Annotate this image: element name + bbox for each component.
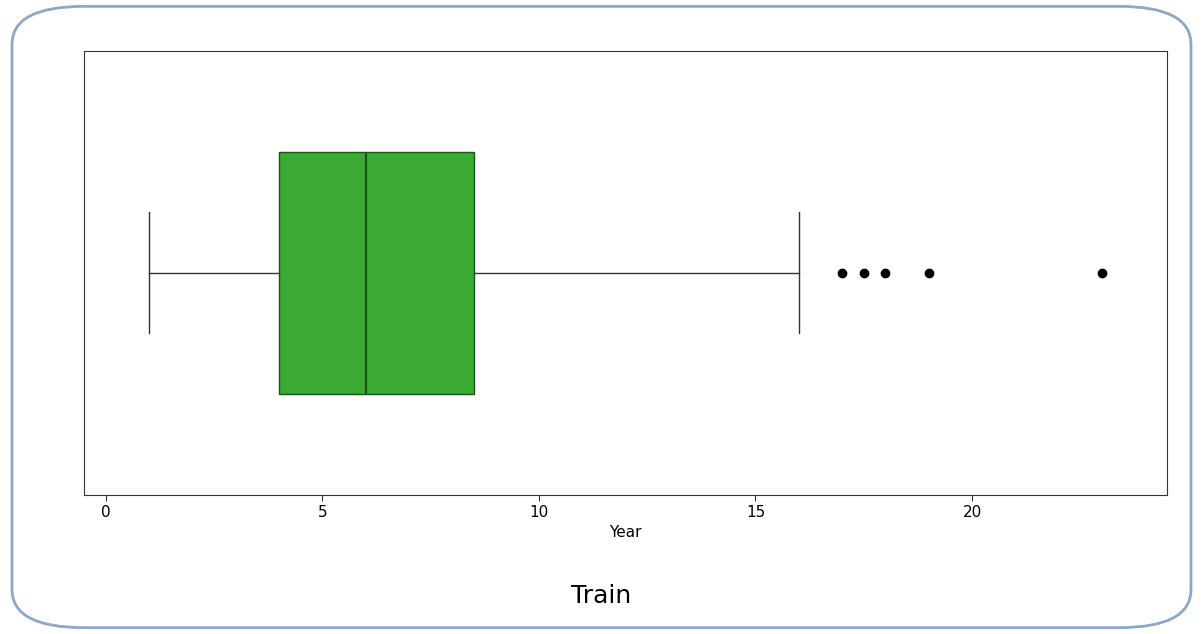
X-axis label: Year: Year	[609, 526, 642, 541]
Text: Train: Train	[571, 584, 632, 608]
PathPatch shape	[279, 152, 474, 394]
